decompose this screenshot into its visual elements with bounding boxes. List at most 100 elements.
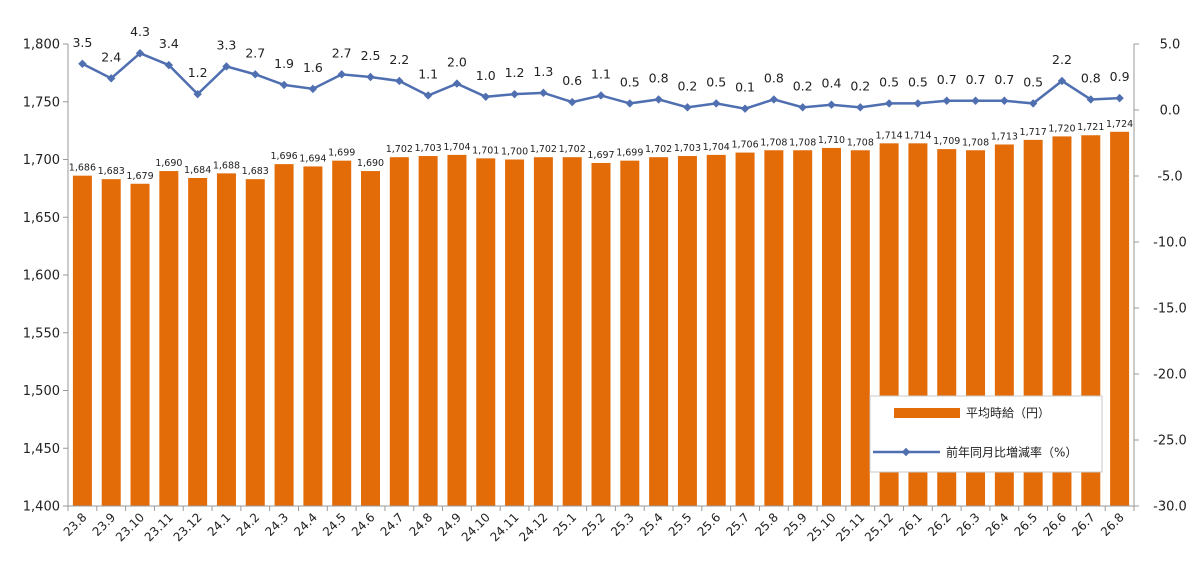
line-point xyxy=(510,89,519,99)
line-value-label: 0.2 xyxy=(677,78,697,93)
line-value-label: 2.4 xyxy=(101,49,121,64)
bar xyxy=(72,175,92,507)
line-value-label: 1.9 xyxy=(274,56,294,71)
bar xyxy=(706,154,726,506)
x-tick-label: 26.3 xyxy=(954,510,983,539)
bar-value-label: 1,701 xyxy=(472,145,499,156)
x-tick-label: 25.7 xyxy=(723,510,752,539)
x-tick-label: 23.10 xyxy=(113,510,147,544)
y-left-tick-label: 1,550 xyxy=(23,326,60,341)
line-point xyxy=(625,99,635,108)
bar xyxy=(620,160,640,506)
line-point xyxy=(1028,99,1038,108)
line-point xyxy=(395,76,404,86)
bar xyxy=(332,160,352,506)
y-right-tick-label: -15.0 xyxy=(1153,302,1187,317)
line-point xyxy=(107,74,116,83)
bar xyxy=(533,157,553,506)
bar xyxy=(159,171,179,507)
y-left-tick-label: 1,600 xyxy=(23,269,60,284)
bar xyxy=(274,164,294,506)
line-point xyxy=(135,49,145,58)
bar xyxy=(361,171,381,507)
bar-value-label: 1,699 xyxy=(616,148,643,159)
x-tick-label: 25.2 xyxy=(579,510,608,539)
bar xyxy=(821,147,841,506)
bar xyxy=(764,150,784,506)
line-value-label: 3.4 xyxy=(159,36,179,51)
bar-value-label: 1,721 xyxy=(1077,122,1104,133)
x-tick-label: 25.8 xyxy=(752,510,781,539)
bar xyxy=(793,150,813,506)
bar-value-label: 1,702 xyxy=(559,144,586,155)
bar-value-label: 1,700 xyxy=(501,147,528,158)
bar xyxy=(735,152,755,506)
y-left-tick-label: 1,500 xyxy=(23,384,60,399)
x-tick-label: 24.6 xyxy=(349,510,378,539)
x-tick-label: 25.4 xyxy=(637,510,666,539)
line-point xyxy=(913,99,923,108)
line-point xyxy=(1000,96,1009,105)
bar-value-label: 1,699 xyxy=(328,148,355,159)
line-value-label: 2.7 xyxy=(245,45,265,60)
x-tick-label: 24.5 xyxy=(320,510,349,539)
y-left-tick-label: 1,750 xyxy=(23,95,60,110)
line-value-label: 2.7 xyxy=(332,45,352,60)
x-tick-label: 25.11 xyxy=(833,510,867,544)
line-value-label: 0.8 xyxy=(1081,70,1101,85)
line-value-label: 0.5 xyxy=(620,74,640,89)
line-value-label: 0.5 xyxy=(1023,74,1043,89)
bar-value-label: 1,704 xyxy=(443,142,470,153)
x-tick-label: 24.1 xyxy=(205,510,234,539)
legend-swatch-bar xyxy=(894,408,960,418)
x-tick-label: 26.2 xyxy=(925,510,954,539)
line-point xyxy=(251,70,260,79)
y-right-tick-label: -25.0 xyxy=(1153,434,1187,449)
x-tick-label: 23.12 xyxy=(171,510,205,544)
line-value-label: 1.2 xyxy=(505,65,525,80)
bar xyxy=(562,157,582,506)
x-tick-label: 26.8 xyxy=(1098,510,1127,539)
x-tick-label: 26.4 xyxy=(983,510,1012,539)
line-point xyxy=(971,96,980,105)
bar-value-label: 1,690 xyxy=(357,158,384,169)
line-point xyxy=(683,103,692,112)
line-point xyxy=(164,60,174,70)
bar-value-label: 1,684 xyxy=(184,165,211,176)
bar xyxy=(591,162,611,506)
y-right-tick-label: -30.0 xyxy=(1153,500,1187,515)
bar-value-label: 1,713 xyxy=(991,131,1018,142)
line-value-label: 1.2 xyxy=(188,65,208,80)
line-point xyxy=(308,84,318,94)
bar-value-label: 1,683 xyxy=(242,166,269,177)
bar xyxy=(188,177,208,507)
line-value-label: 0.7 xyxy=(937,72,957,87)
line-value-label: 1.1 xyxy=(591,66,611,81)
bar xyxy=(505,159,525,506)
line-value-label: 0.5 xyxy=(908,74,928,89)
y-right-tick-label: -5.0 xyxy=(1157,170,1182,185)
line-value-label: 1.0 xyxy=(476,68,496,83)
bar-value-label: 1,708 xyxy=(760,137,787,148)
bar xyxy=(649,157,669,506)
bar-value-label: 1,690 xyxy=(155,158,182,169)
line-value-label: 2.2 xyxy=(389,52,409,67)
bar-value-label: 1,703 xyxy=(674,143,701,154)
line-point xyxy=(1115,93,1124,103)
x-tick-label: 24.8 xyxy=(406,510,435,539)
bar-value-label: 1,702 xyxy=(530,144,557,155)
line-value-label: 3.5 xyxy=(72,35,92,50)
bar-value-label: 1,714 xyxy=(876,130,903,141)
bar xyxy=(1110,131,1130,506)
bar xyxy=(389,157,409,506)
bar-value-label: 1,683 xyxy=(98,166,125,177)
legend-label-line: 前年同月比増減率（%） xyxy=(946,445,1077,460)
x-tick-label: 25.5 xyxy=(666,510,695,539)
x-tick-label: 24.7 xyxy=(378,510,407,539)
line-point xyxy=(942,96,951,105)
y-right-tick-label: -20.0 xyxy=(1153,368,1187,383)
y-right-tick-label: 5.0 xyxy=(1160,38,1181,53)
bar-value-label: 1,696 xyxy=(270,151,297,162)
y-left-tick-label: 1,450 xyxy=(23,442,60,457)
line-value-label: 2.2 xyxy=(1052,52,1072,67)
